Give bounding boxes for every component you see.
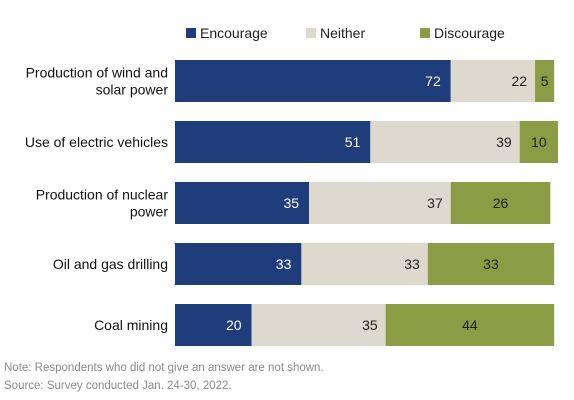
bar-discourage [535, 60, 555, 102]
category-label: Oil and gas drilling [53, 256, 168, 272]
chart-source: Source: Survey conducted Jan. 24-30, 202… [4, 380, 232, 392]
bar-discourage [519, 121, 558, 163]
bar-discourage [427, 243, 555, 285]
legend-swatch-neither [306, 28, 316, 38]
legend-label-discourage: Discourage [434, 25, 505, 41]
category-label-line: power [130, 204, 168, 220]
value-label-encourage: 72 [425, 73, 441, 89]
bar-neither [251, 304, 386, 346]
bar-encourage [175, 60, 451, 102]
category-label: Production of nuclear power [36, 187, 169, 220]
value-label-discourage: 33 [483, 256, 499, 272]
legend-swatch-encourage [186, 28, 196, 38]
category-label-line: Production of wind and [26, 65, 168, 81]
legend-swatch-discourage [420, 28, 430, 38]
category-label-line: Production of nuclear [36, 187, 169, 203]
category-label-line: Oil and gas drilling [53, 256, 168, 272]
bar-neither [309, 182, 451, 224]
value-label-neither: 35 [362, 317, 378, 333]
value-label-discourage: 44 [462, 317, 478, 333]
legend-label-neither: Neither [320, 25, 365, 41]
value-label-neither: 39 [496, 134, 512, 150]
value-label-encourage: 20 [226, 317, 242, 333]
category-label-line: solar power [96, 82, 169, 98]
value-label-neither: 37 [427, 195, 443, 211]
value-label-discourage: 26 [493, 195, 509, 211]
value-label-encourage: 33 [276, 256, 292, 272]
bar-neither [301, 243, 428, 285]
bar-encourage [175, 243, 302, 285]
value-label-encourage: 51 [345, 134, 361, 150]
value-label-neither: 33 [404, 256, 420, 272]
category-label: Use of electric vehicles [25, 134, 168, 150]
category-label-line: Coal mining [94, 317, 168, 333]
legend-label-encourage: Encourage [200, 25, 268, 41]
stacked-bar-chart: Encourage Neither Discourage Production of … [25, 25, 558, 346]
category-label-line: Use of electric vehicles [25, 134, 168, 150]
chart-note: Note: Respondents who did not give an an… [4, 362, 324, 374]
category-label: Coal mining [94, 317, 168, 333]
bar-neither [370, 121, 520, 163]
bar-discourage [385, 304, 555, 346]
bar-encourage [175, 121, 371, 163]
value-label-discourage: 5 [541, 73, 549, 89]
bar-encourage [175, 304, 252, 346]
value-label-discourage: 10 [531, 134, 547, 150]
value-label-neither: 22 [511, 73, 527, 89]
bar-encourage [175, 182, 310, 224]
value-label-encourage: 35 [283, 195, 299, 211]
bar-neither [450, 60, 536, 102]
bar-discourage [450, 182, 551, 224]
category-label: Production of wind and solar power [26, 65, 169, 98]
